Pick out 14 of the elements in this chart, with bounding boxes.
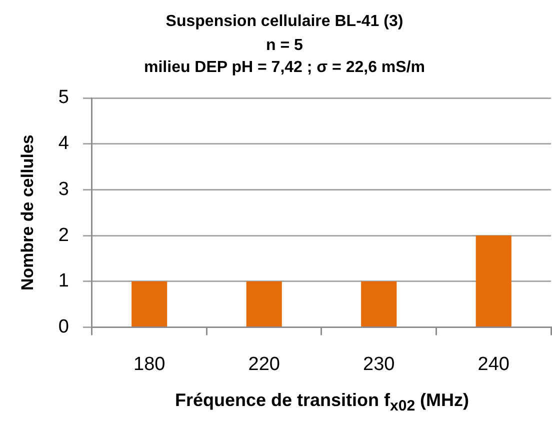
x-tick-label: 220 <box>248 354 280 375</box>
chart-subtitle: n = 5 milieu DEP pH = 7,42 ; σ = 22,6 mS/m <box>144 36 425 76</box>
x-tick-label: 240 <box>478 354 510 375</box>
y-axis-title: Nombre de cellules <box>18 134 37 291</box>
y-tick-label: 5 <box>58 87 69 108</box>
y-tick-label: 2 <box>58 224 69 246</box>
x-tick-label: 230 <box>363 354 395 375</box>
chart-title: Suspension cellulaire BL-41 (3) <box>166 13 404 30</box>
y-tick-label: 3 <box>58 178 69 200</box>
x-axis-title: Fréquence de transition f$_{x02}$ (MHz) <box>174 390 470 415</box>
y-tick-label: 0 <box>58 316 69 338</box>
y-tick-label: 4 <box>58 133 70 154</box>
x-tick-label: 180 <box>133 354 166 375</box>
y-tick-label: 1 <box>58 270 69 292</box>
